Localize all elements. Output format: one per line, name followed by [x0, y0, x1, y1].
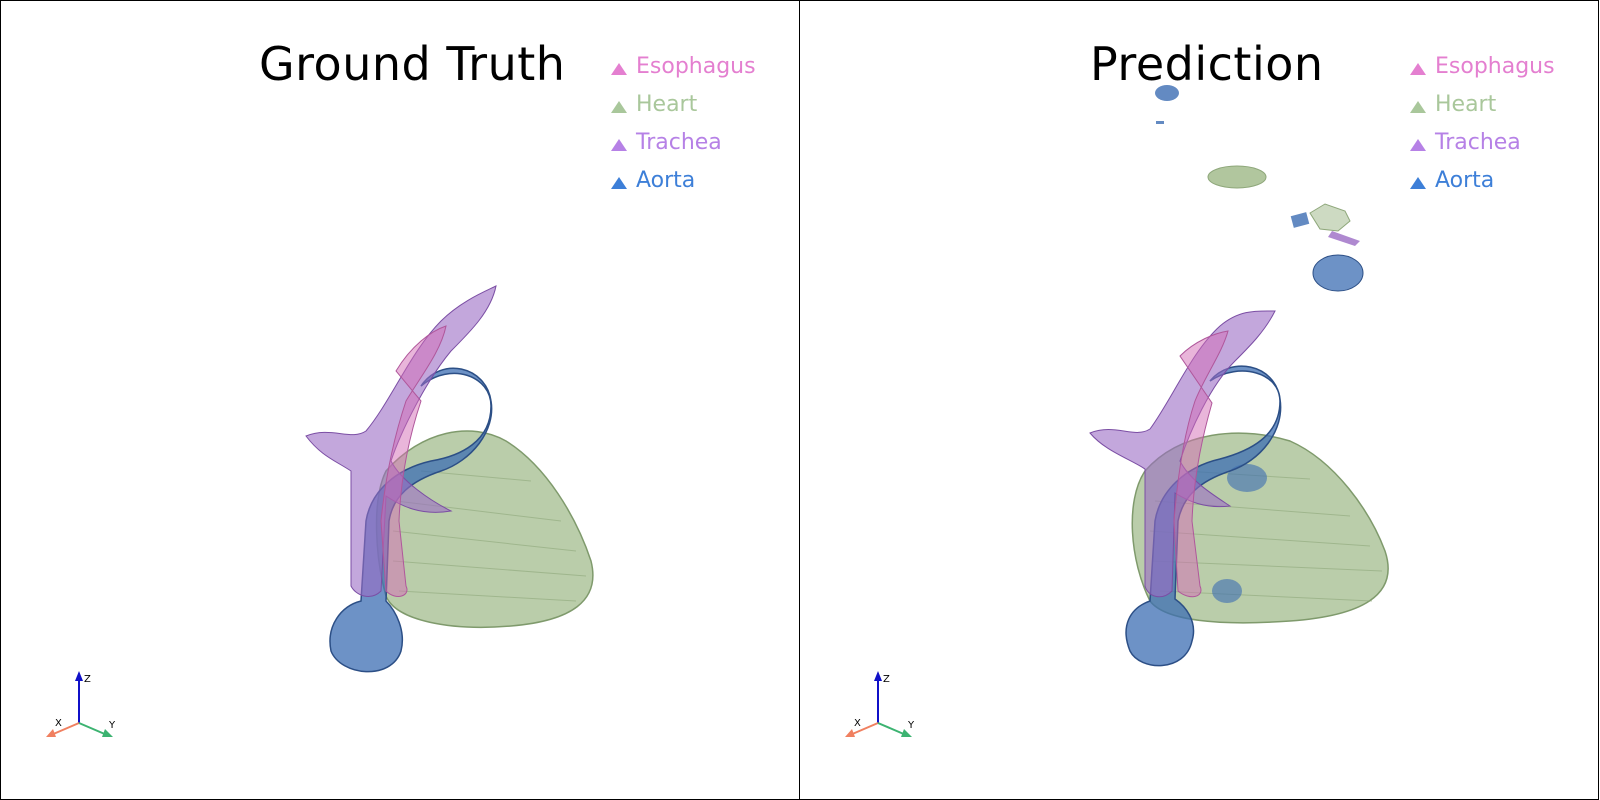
aorta-fragment: [1212, 579, 1242, 603]
aorta-fragment: [1155, 85, 1179, 101]
y-axis-label: Y: [108, 720, 116, 731]
y-axis-label: Y: [907, 720, 915, 731]
z-axis-arrow: [75, 671, 83, 681]
viewport-title: Prediction: [1090, 37, 1324, 91]
x-axis-label: X: [55, 718, 62, 729]
aorta-fragment: [1312, 254, 1364, 292]
legend-label: Trachea: [1435, 129, 1521, 155]
triangle-icon: [611, 177, 627, 189]
trachea-fragment: [1328, 231, 1360, 246]
y-axis-line: [877, 722, 907, 736]
y-axis-arrow: [901, 729, 912, 737]
triangle-icon: [1410, 101, 1426, 113]
aorta-fragment: [1156, 121, 1164, 124]
legend-label: Heart: [636, 91, 698, 117]
esophagus-mesh: [380, 325, 447, 597]
legend-item-esophagus: Esophagus: [1410, 47, 1555, 85]
legend: Esophagus Heart Trachea Aorta: [1410, 47, 1555, 199]
organ-segmentation-render[interactable]: [800, 1, 1598, 799]
triangle-icon: [1410, 177, 1426, 189]
legend-item-aorta: Aorta: [1410, 161, 1555, 199]
organ-segmentation-render[interactable]: [1, 1, 799, 799]
triangle-icon: [611, 139, 627, 151]
x-axis-arrow: [46, 729, 56, 737]
viewport-title: Ground Truth: [259, 37, 566, 91]
legend-label: Aorta: [1435, 167, 1495, 193]
z-axis-arrow: [874, 671, 882, 681]
y-axis-arrow: [102, 729, 113, 737]
legend-item-aorta: Aorta: [611, 161, 756, 199]
legend-item-trachea: Trachea: [611, 123, 756, 161]
legend-label: Trachea: [636, 129, 722, 155]
legend-label: Esophagus: [636, 53, 756, 79]
heart-fragment: [1207, 165, 1267, 189]
heart-fragment: [1309, 203, 1351, 232]
esophagus-mesh: [1173, 330, 1229, 598]
x-axis-label: X: [854, 718, 861, 729]
y-axis-line: [78, 722, 108, 736]
triangle-icon: [1410, 139, 1426, 151]
triangle-icon: [611, 101, 627, 113]
trachea-mesh: [305, 285, 497, 597]
z-axis-label: Z: [883, 674, 890, 685]
aorta-fragment: [1290, 212, 1310, 228]
legend-item-trachea: Trachea: [1410, 123, 1555, 161]
legend-item-esophagus: Esophagus: [611, 47, 756, 85]
heart-mesh: [375, 430, 594, 628]
legend-item-heart: Heart: [1410, 85, 1555, 123]
prediction-viewport[interactable]: Prediction Esophagus Heart Trachea Aorta: [799, 0, 1599, 800]
axes-triad: Z X Y: [845, 671, 915, 737]
x-axis-line: [849, 722, 879, 736]
triangle-icon: [611, 63, 627, 75]
x-axis-line: [50, 722, 80, 736]
triangle-icon: [1410, 63, 1426, 75]
legend-label: Heart: [1435, 91, 1497, 117]
aorta-fragment: [1227, 464, 1267, 492]
legend-label: Esophagus: [1435, 53, 1555, 79]
legend-item-heart: Heart: [611, 85, 756, 123]
z-axis-label: Z: [84, 674, 91, 685]
x-axis-arrow: [845, 729, 855, 737]
axes-triad: Z X Y: [46, 671, 116, 737]
ground-truth-viewport[interactable]: Ground Truth Esophagus Heart Trachea Aor…: [0, 0, 800, 800]
legend: Esophagus Heart Trachea Aorta: [611, 47, 756, 199]
legend-label: Aorta: [636, 167, 696, 193]
